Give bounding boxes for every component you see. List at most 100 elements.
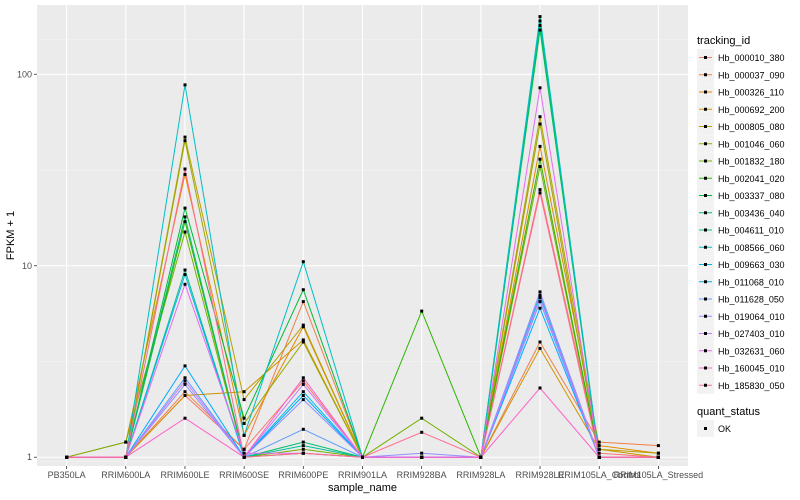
legend-label: Hb_160045_010	[718, 364, 785, 374]
y-tick-label: 10	[22, 261, 32, 271]
data-point	[183, 167, 187, 171]
data-point	[301, 444, 305, 448]
x-tick-label: RRIM600LE	[160, 470, 209, 480]
legend-label: Hb_011068_010	[718, 277, 784, 287]
x-tick-label: RRIM928LA	[456, 470, 505, 480]
x-axis-title: sample_name	[328, 482, 397, 494]
legend-key-point	[704, 349, 707, 353]
data-point	[420, 430, 424, 434]
x-tick-label: RRIM928BA	[397, 470, 447, 480]
y-axis-ticks: 1 10 100	[17, 69, 37, 462]
data-point	[301, 379, 305, 383]
data-point	[183, 376, 187, 380]
legend-key-point	[704, 73, 707, 77]
data-point	[301, 260, 305, 264]
legend-key-point	[704, 366, 707, 370]
legend-label: Hb_003337_080	[718, 191, 785, 201]
legend-item: Hb_000805_080	[697, 118, 785, 135]
data-point	[301, 300, 305, 304]
data-point	[538, 300, 542, 304]
data-point	[538, 290, 542, 294]
legend-label: Hb_008566_060	[718, 243, 785, 253]
x-tick-label: PB350LA	[48, 470, 86, 480]
data-point	[183, 394, 187, 397]
legend-key-point	[704, 56, 707, 59]
data-point	[301, 338, 305, 342]
legend-item: Hb_000326_110	[697, 83, 784, 101]
legend-item: Hb_008566_060	[697, 238, 785, 256]
legend-key-point	[704, 297, 707, 301]
data-point	[242, 455, 246, 459]
legend-item: Hb_009663_030	[697, 256, 785, 273]
data-point	[361, 455, 364, 459]
data-point	[242, 433, 246, 437]
legend-key-point	[704, 176, 707, 180]
data-point	[183, 282, 187, 286]
x-tick-label: RRIM105LA_Control	[558, 470, 641, 480]
x-tick-label: RRIM600PE	[278, 470, 328, 480]
data-point	[242, 447, 246, 451]
legend-item: Hb_004611_010	[697, 221, 784, 239]
legend-item: Hb_032631_060	[697, 342, 785, 360]
data-point	[183, 220, 187, 224]
data-point	[301, 440, 305, 444]
data-point	[538, 19, 542, 23]
data-point	[183, 139, 187, 143]
data-point	[538, 144, 542, 148]
data-point	[656, 455, 660, 459]
data-point	[183, 215, 187, 219]
shape-legend: quant_status OK	[697, 406, 760, 437]
legend-item: Hb_011068_010	[697, 273, 784, 291]
legend-key-point	[704, 314, 707, 318]
data-point	[597, 447, 601, 451]
data-point	[301, 390, 305, 394]
y-tick-label: 100	[17, 69, 32, 79]
data-point	[538, 23, 542, 27]
legend-label: Hb_001046_060	[718, 139, 785, 149]
data-point	[242, 416, 246, 420]
data-point	[538, 296, 542, 300]
data-point	[656, 451, 660, 455]
legend-label: Hb_003436_040	[718, 208, 785, 218]
data-point	[597, 455, 601, 459]
legend-label: Hb_185830_050	[718, 381, 785, 391]
data-point	[538, 165, 542, 168]
legend-key-point	[704, 332, 707, 335]
legend-item: Hb_003436_040	[697, 204, 785, 222]
data-point	[420, 455, 424, 459]
series-points	[65, 15, 660, 459]
legend-title: tracking_id	[697, 35, 750, 47]
data-point	[183, 379, 187, 383]
legend-key-point	[704, 228, 707, 232]
data-point	[242, 451, 246, 455]
data-point	[301, 382, 305, 386]
data-point	[538, 386, 542, 390]
legend-key-point	[704, 383, 707, 387]
legend-key-point	[704, 142, 707, 146]
data-point	[538, 122, 542, 126]
legend-key-point	[704, 280, 707, 284]
data-point	[420, 416, 424, 420]
x-tick-label: RRIM600LA	[101, 470, 150, 480]
data-point	[301, 427, 305, 431]
legend-items: Hb_000010_380 Hb_000037_090 Hb_000326_110 H…	[697, 49, 785, 394]
legend-item: Hb_019064_010	[697, 307, 785, 325]
data-point	[183, 390, 187, 394]
legend-label: Hb_000326_110	[718, 88, 784, 98]
data-point	[183, 230, 187, 234]
legend-item: Hb_160045_010	[697, 359, 785, 377]
data-point	[242, 398, 246, 402]
grid	[37, 5, 688, 466]
data-point	[301, 340, 305, 344]
legend-label: Hb_001832_180	[718, 157, 785, 167]
legend: tracking_id Hb_000010_380Hb_000037_090Hb…	[697, 35, 785, 394]
data-point	[538, 293, 542, 297]
data-point	[538, 28, 542, 32]
data-point	[183, 268, 187, 272]
legend-key-point	[704, 211, 707, 215]
legend-item: Hb_001832_180	[697, 152, 785, 170]
data-point	[301, 398, 305, 402]
data-point	[242, 422, 246, 425]
x-axis-ticks: PB350LA RRIM600LA RRIM600LE RRIM600SE RRIM60…	[48, 466, 703, 480]
data-point	[420, 309, 424, 313]
